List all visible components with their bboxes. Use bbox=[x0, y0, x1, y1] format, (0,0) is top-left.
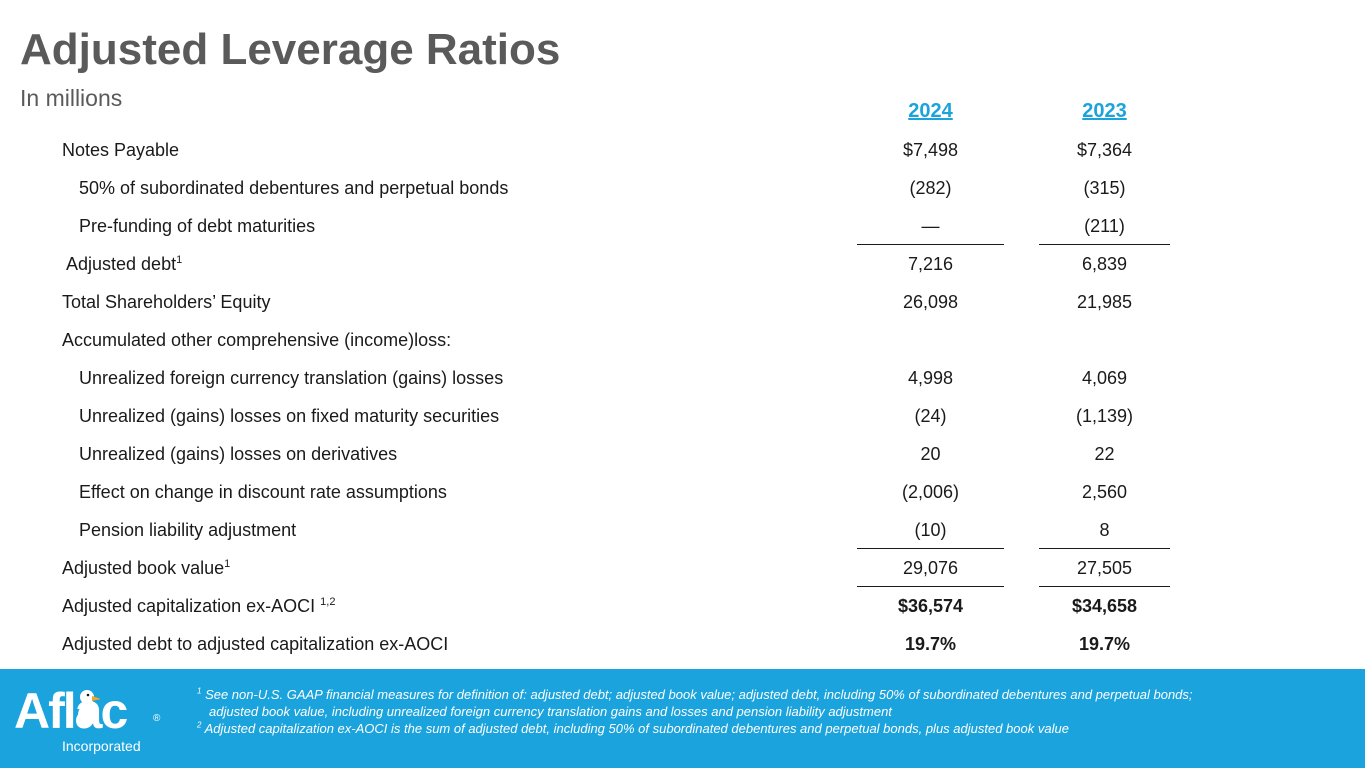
page-title: Adjusted Leverage Ratios bbox=[20, 25, 561, 74]
footer-bar: Aflac ® Incorporated 1 See non-U.S. GAAP… bbox=[0, 669, 1365, 768]
registered-mark: ® bbox=[153, 713, 161, 724]
table-row: Adjusted debt1 7,216 6,839 bbox=[0, 245, 1365, 283]
row-label: Unrealized (gains) losses on fixed matur… bbox=[79, 406, 500, 426]
footnotes: 1 See non-U.S. GAAP financial measures f… bbox=[197, 686, 1347, 737]
table-row: Adjusted capitalization ex-AOCI 1,2 $36,… bbox=[0, 587, 1365, 625]
value-2024: 4,998 bbox=[907, 368, 954, 388]
footnote-text: See non-U.S. GAAP financial measures for… bbox=[201, 687, 1193, 702]
value-2024: (24) bbox=[914, 406, 947, 426]
row-label: Adjusted capitalization ex-AOCI 1,2 bbox=[62, 596, 336, 616]
company-logo: Aflac ® Incorporated bbox=[14, 685, 164, 755]
table-row: Total Shareholders’ Equity 26,098 21,985 bbox=[0, 283, 1365, 321]
value-2023: 2,560 bbox=[1081, 482, 1128, 502]
table-row: Adjusted book value1 29,076 27,505 bbox=[0, 549, 1365, 587]
value-2024: $7,498 bbox=[902, 140, 959, 160]
value-2023: (1,139) bbox=[1075, 406, 1134, 426]
row-label: Effect on change in discount rate assump… bbox=[79, 482, 447, 502]
value-2024: 20 bbox=[920, 444, 941, 464]
row-label: Adjusted book value1 bbox=[62, 558, 231, 578]
value-2024: 7,216 bbox=[907, 254, 954, 274]
footnote-text: adjusted book value, including unrealize… bbox=[209, 704, 892, 719]
logo-subtitle: Incorporated bbox=[62, 738, 141, 754]
row-label: Total Shareholders’ Equity bbox=[62, 292, 271, 312]
row-label: 50% of subordinated debentures and perpe… bbox=[79, 178, 509, 198]
value-2023: $34,658 bbox=[1071, 596, 1138, 616]
table-row: Effect on change in discount rate assump… bbox=[0, 473, 1365, 511]
table-row: Accumulated other comprehensive (income)… bbox=[0, 321, 1365, 359]
value-2024: $36,574 bbox=[897, 596, 964, 616]
table-row: Unrealized foreign currency translation … bbox=[0, 359, 1365, 397]
row-label: Pension liability adjustment bbox=[79, 520, 297, 540]
table-row: 50% of subordinated debentures and perpe… bbox=[0, 169, 1365, 207]
page-subtitle: In millions bbox=[20, 85, 123, 111]
value-2023: 27,505 bbox=[1039, 549, 1170, 587]
value-2024: 29,076 bbox=[857, 549, 1004, 587]
value-2023: 19.7% bbox=[1078, 634, 1131, 654]
row-label: Notes Payable bbox=[62, 140, 180, 160]
value-2024: 19.7% bbox=[904, 634, 957, 654]
value-2023: 22 bbox=[1094, 444, 1115, 464]
value-2024: 26,098 bbox=[902, 292, 959, 312]
value-2023: $7,364 bbox=[1076, 140, 1133, 160]
value-2024: (282) bbox=[909, 178, 952, 198]
footnote-marker: 1,2 bbox=[320, 596, 336, 608]
footnote: adjusted book value, including unrealize… bbox=[197, 703, 1347, 720]
footnote: 2 Adjusted capitalization ex-AOCI is the… bbox=[197, 720, 1347, 737]
footnote-text: Adjusted capitalization ex-AOCI is the s… bbox=[201, 721, 1069, 736]
duck-icon bbox=[78, 690, 101, 726]
value-2024: (2,006) bbox=[901, 482, 960, 502]
value-2024: — bbox=[857, 207, 1004, 245]
column-header-2023: 2023 bbox=[1082, 100, 1127, 122]
table-row: Pension liability adjustment (10) 8 bbox=[0, 511, 1365, 549]
value-2023: (211) bbox=[1039, 207, 1170, 245]
row-label: Pre-funding of debt maturities bbox=[79, 216, 316, 236]
table-row: Unrealized (gains) losses on derivatives… bbox=[0, 435, 1365, 473]
footnote-marker: 1 bbox=[176, 254, 183, 266]
row-label: Adjusted debt to adjusted capitalization… bbox=[62, 634, 449, 654]
value-2023: 4,069 bbox=[1081, 368, 1128, 388]
row-label: Adjusted debt1 bbox=[66, 254, 183, 274]
table-row: Pre-funding of debt maturities — (211) bbox=[0, 207, 1365, 245]
row-label: Accumulated other comprehensive (income)… bbox=[62, 330, 452, 350]
table-row: Notes Payable $7,498 $7,364 bbox=[0, 131, 1365, 169]
column-header-2024: 2024 bbox=[908, 100, 953, 122]
row-label: Unrealized (gains) losses on derivatives bbox=[79, 444, 398, 464]
footnote: 1 See non-U.S. GAAP financial measures f… bbox=[197, 686, 1347, 703]
value-2024: (10) bbox=[857, 511, 1004, 549]
leverage-table: Notes Payable $7,498 $7,364 50% of subor… bbox=[0, 131, 1365, 663]
value-2023: 21,985 bbox=[1076, 292, 1133, 312]
value-2023: (315) bbox=[1083, 178, 1126, 198]
footnote-number: 2 bbox=[197, 720, 202, 730]
footnote-marker: 1 bbox=[224, 558, 231, 570]
row-label: Unrealized foreign currency translation … bbox=[79, 368, 504, 388]
value-2023: 6,839 bbox=[1081, 254, 1128, 274]
logo-wordmark: Aflac bbox=[14, 683, 128, 739]
footnote-number: 1 bbox=[197, 686, 202, 696]
table-row: Adjusted debt to adjusted capitalization… bbox=[0, 625, 1365, 663]
value-2023: 8 bbox=[1039, 511, 1170, 549]
table-row: Unrealized (gains) losses on fixed matur… bbox=[0, 397, 1365, 435]
